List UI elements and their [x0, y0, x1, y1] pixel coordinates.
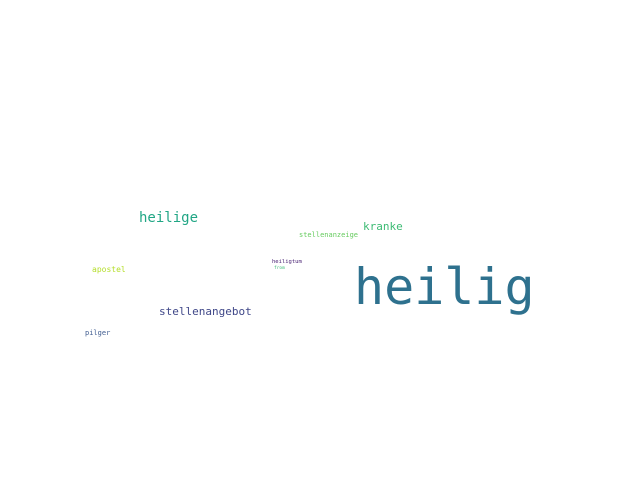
word-stellenanzeige: stellenanzeige	[299, 231, 359, 239]
word-heiligtum: heiligtum	[272, 259, 302, 265]
word-stellenangebot: stellenangebot	[159, 305, 252, 318]
word-heilig: heilig	[354, 258, 535, 316]
word-pilger: pilger	[85, 329, 111, 337]
word-from: from	[274, 266, 285, 271]
word-kranke: kranke	[363, 220, 403, 233]
word-heilige: heilige	[139, 210, 199, 226]
word-apostel: apostel	[92, 265, 126, 274]
